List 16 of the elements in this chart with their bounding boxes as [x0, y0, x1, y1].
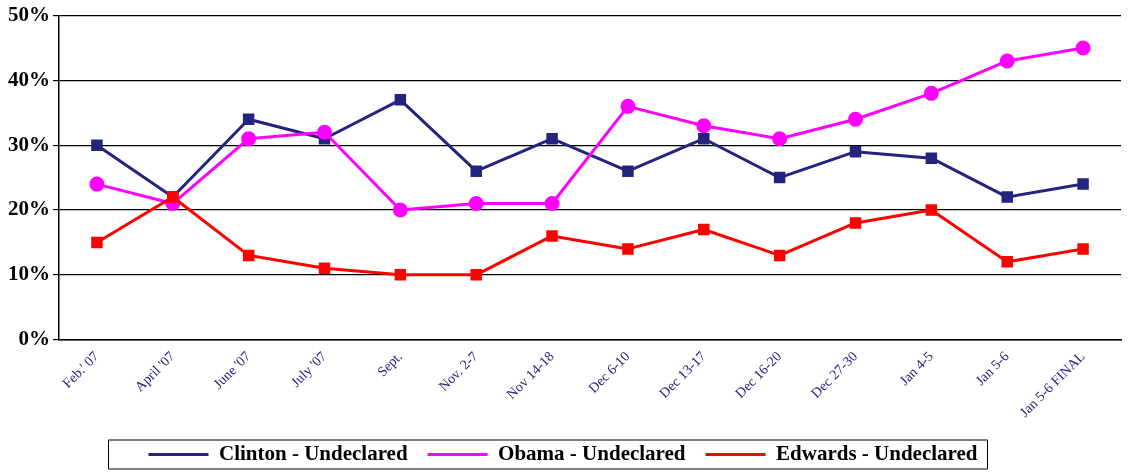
x-tick-label: Jan 4-5 [896, 348, 937, 389]
y-tick-label: 10% [8, 261, 50, 286]
x-tick-label: Dec 6-10 [585, 348, 633, 396]
y-tick-label: 40% [8, 66, 50, 91]
y-tick-label: 50% [8, 2, 50, 27]
y-tick-label: 20% [8, 196, 50, 221]
x-tick-label: Jan 5-6 [972, 348, 1012, 389]
x-tick-label: June '07 [210, 348, 254, 392]
legend-label: Clinton - Undeclared [218, 440, 408, 465]
y-tick-label: 0% [18, 326, 50, 351]
y-tick-label: 30% [8, 131, 50, 156]
legend-label: Edwards - Undeclared [776, 440, 978, 465]
x-tick-label: Nov. 2-7 [435, 348, 481, 394]
legend-label: Obama - Undeclared [498, 440, 686, 465]
x-tick-label: Sept. [374, 348, 406, 380]
x-tick-label: July '07 [287, 348, 330, 390]
